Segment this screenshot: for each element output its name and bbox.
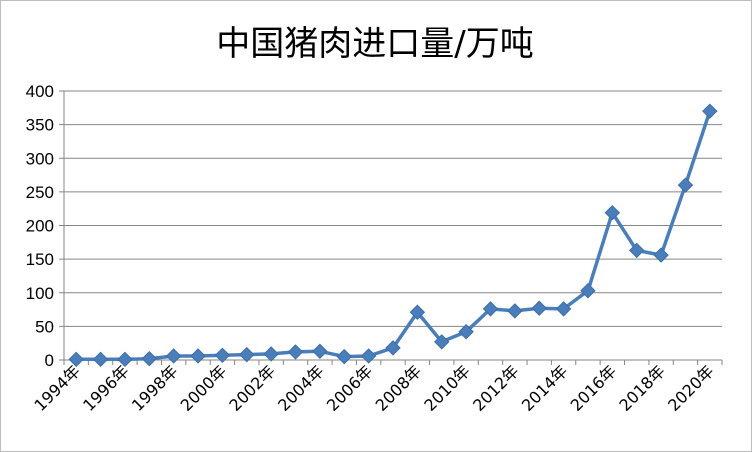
y-tick-label: 100 <box>26 284 54 303</box>
x-tick-label: 2014年 <box>518 361 572 415</box>
data-point-marker <box>190 348 206 364</box>
x-tick-label: 1996年 <box>79 361 133 415</box>
y-tick-label: 300 <box>26 149 54 168</box>
y-tick-label: 200 <box>26 217 54 236</box>
chart-title: 中国猪肉进口量/万吨 <box>216 24 534 64</box>
x-tick-label: 2006年 <box>323 361 377 415</box>
data-point-marker <box>434 334 450 350</box>
y-tick-labels: 0 50 100 150 200 250 300 350 400 <box>26 82 54 370</box>
y-tick-label: 50 <box>35 317 54 336</box>
x-tick-label: 1994年 <box>30 361 84 415</box>
y-tick-label: 0 <box>45 351 54 370</box>
data-point-marker <box>214 347 231 363</box>
x-tick-labels: 1994年1996年1998年2000年2002年2004年2006年2008年… <box>30 361 717 415</box>
data-point-marker <box>677 177 694 193</box>
data-point-marker <box>141 350 158 367</box>
data-point-marker <box>336 348 352 365</box>
y-tick-label: 400 <box>26 82 54 101</box>
data-point-marker <box>117 351 133 368</box>
x-tick-label: 2010年 <box>420 361 474 415</box>
data-point-marker <box>458 324 474 340</box>
data-point-marker <box>409 304 426 320</box>
data-point-marker <box>165 348 182 364</box>
data-point-marker <box>628 242 645 259</box>
x-tick-label: 2020年 <box>664 361 718 415</box>
data-point-marker <box>482 301 499 317</box>
data-point-marker <box>263 346 279 362</box>
data-point-marker <box>702 103 718 119</box>
x-tick-label: 2018年 <box>615 361 669 415</box>
x-tick-label: 2008年 <box>372 361 426 415</box>
data-point-marker <box>239 346 255 363</box>
data-point-marker <box>287 344 304 360</box>
x-tick-label: 2000年 <box>177 361 231 415</box>
data-markers <box>68 103 718 368</box>
x-tick-label: 2016年 <box>567 361 621 415</box>
x-tick-label: 2002年 <box>225 361 279 415</box>
y-tick-label: 350 <box>26 116 54 135</box>
data-point-marker <box>312 343 328 359</box>
data-point-marker <box>555 301 572 317</box>
gridlines <box>64 90 722 327</box>
data-point-marker <box>92 351 109 368</box>
data-point-marker <box>385 340 401 356</box>
y-tick-label: 150 <box>26 250 54 269</box>
x-tick-label: 1998年 <box>128 361 182 415</box>
data-point-marker <box>653 247 669 263</box>
series-line <box>76 110 712 362</box>
data-point-marker <box>580 283 596 299</box>
data-point-marker <box>604 205 621 221</box>
y-tick-label: 250 <box>26 183 54 202</box>
data-point-marker <box>507 303 523 319</box>
data-point-marker <box>360 348 377 364</box>
data-point-marker <box>68 351 84 368</box>
x-tick-label: 2004年 <box>274 361 328 415</box>
data-point-marker <box>531 300 547 316</box>
x-tick-label: 2012年 <box>469 361 523 415</box>
series-line-group <box>76 110 712 362</box>
